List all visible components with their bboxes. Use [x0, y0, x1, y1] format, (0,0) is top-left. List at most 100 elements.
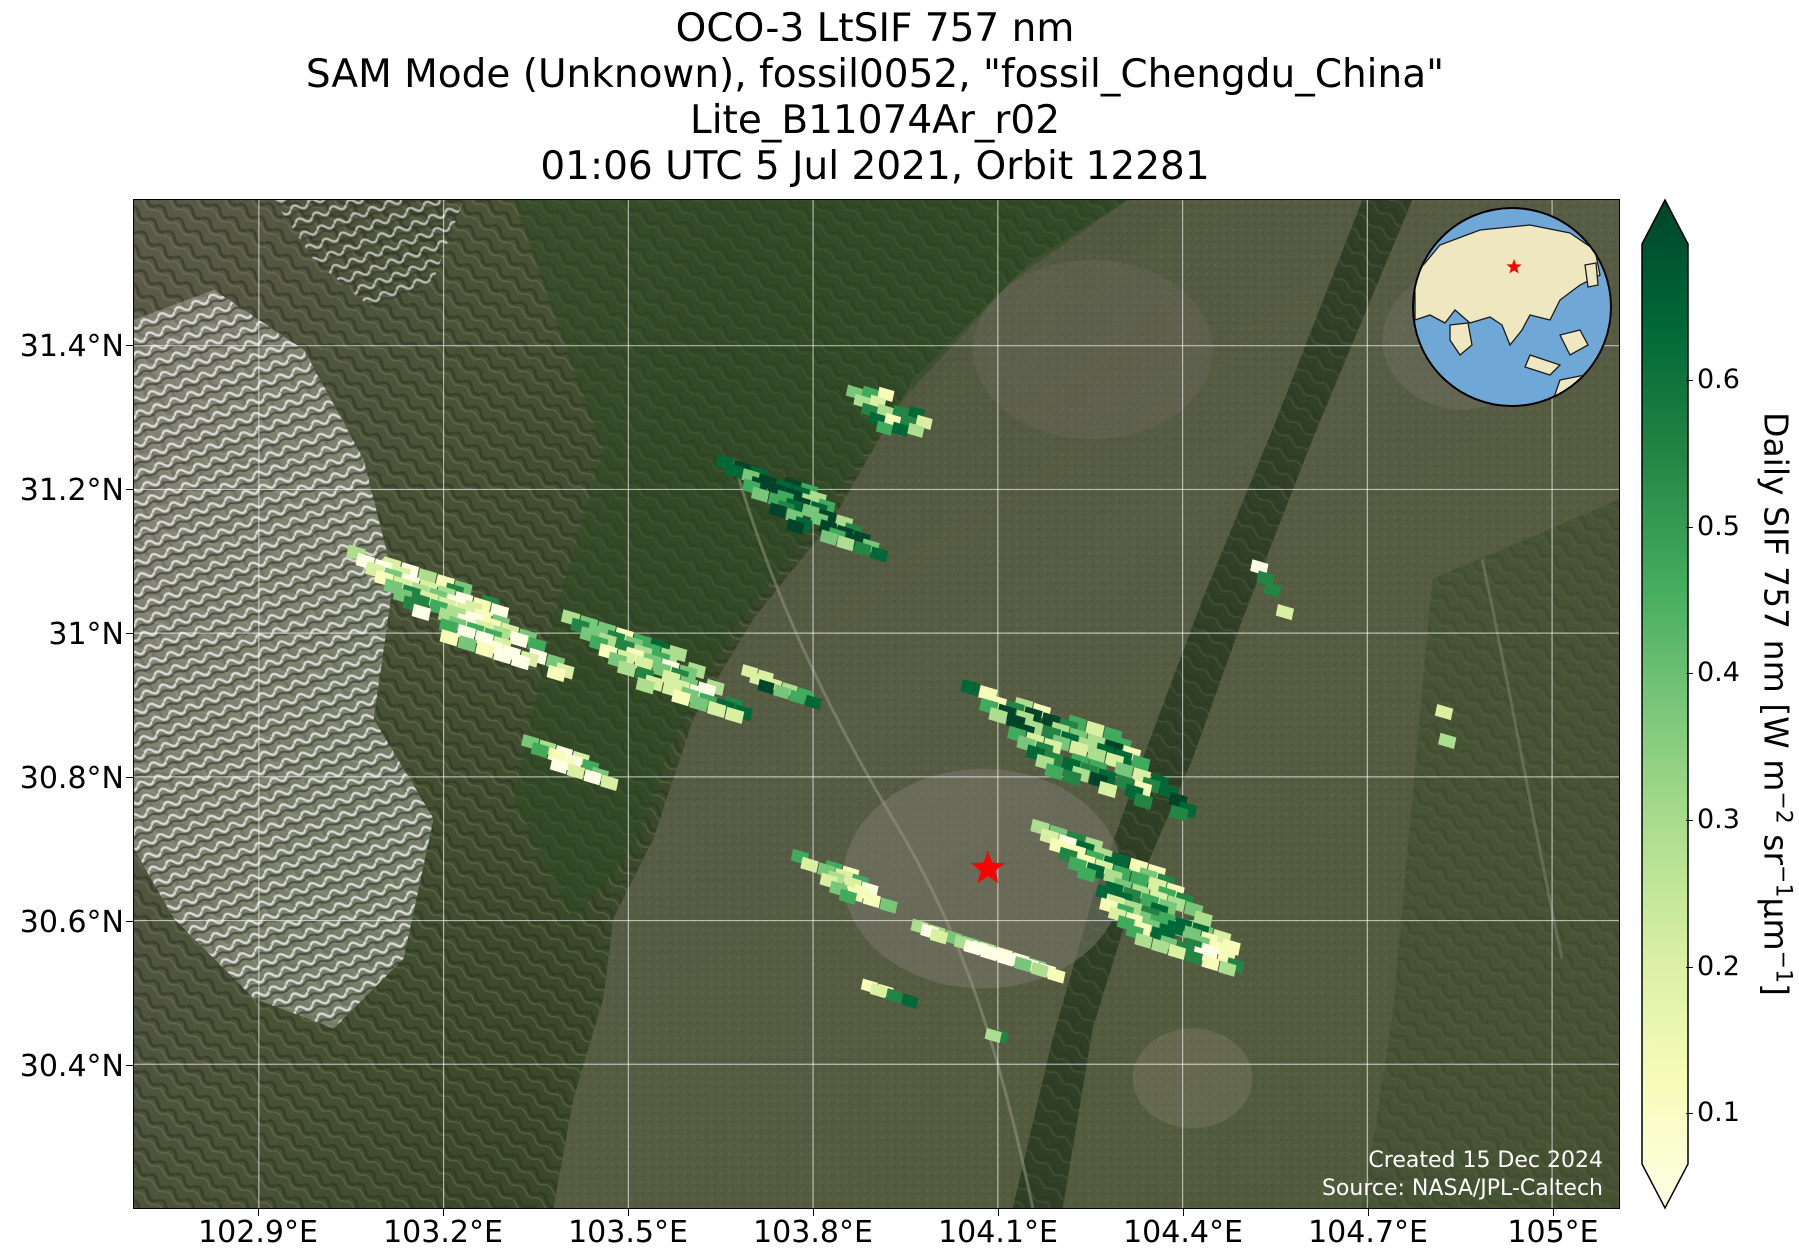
sif-sounding — [1085, 720, 1105, 738]
target-star-icon — [970, 850, 1005, 884]
lon-tick-105-0: 105°E — [1507, 1215, 1599, 1250]
sif-sounding — [788, 689, 807, 705]
sif-sounding — [757, 679, 775, 695]
sif-sounding — [724, 462, 743, 479]
lat-tick-30-6: 30.6°N — [19, 905, 124, 940]
sif-sounding — [546, 664, 567, 683]
sif-sounding — [1250, 559, 1269, 576]
colorbar-tick-0-1: 0.1 — [1697, 1097, 1740, 1128]
colorbar-tick-0-2: 0.2 — [1697, 951, 1740, 982]
sif-sounding — [411, 603, 432, 622]
colorbar-scale — [1641, 198, 1689, 1210]
asia-landmass — [1414, 224, 1601, 347]
sif-sounding — [750, 486, 770, 503]
colorbar — [1641, 198, 1689, 1210]
inset-globe — [1412, 207, 1612, 407]
sif-sounding — [800, 856, 819, 873]
sif-sounding — [1068, 740, 1089, 758]
sif-sounding — [980, 944, 999, 962]
sif-sounding — [1218, 960, 1237, 977]
sif-sounding — [1130, 754, 1151, 772]
sif-sounding — [875, 420, 893, 436]
sif-sounding — [671, 688, 691, 707]
sif-sounding — [530, 741, 550, 759]
sif-sounding — [1262, 581, 1282, 598]
sif-sounding — [885, 988, 903, 1004]
colorbar-tick-0-6: 0.6 — [1697, 364, 1740, 395]
sif-sounding — [549, 757, 569, 775]
sif-sounding — [870, 546, 889, 563]
sif-sounding — [960, 679, 980, 697]
sif-sounding — [1044, 763, 1064, 781]
sif-sounding — [1184, 949, 1203, 966]
sif-sounding — [838, 888, 858, 905]
sif-sounding — [724, 706, 745, 725]
sif-sounding — [891, 421, 909, 437]
sif-sounding — [901, 993, 919, 1009]
title-line-1: OCO-3 LtSIF 757 nm — [675, 6, 1075, 51]
lon-tick-102-9: 102.9°E — [198, 1215, 318, 1250]
sif-sounding — [1076, 865, 1097, 883]
lon-tick-104-1: 104.1°E — [938, 1215, 1058, 1250]
sif-sounding — [1013, 956, 1032, 973]
sif-sounding — [988, 707, 1008, 725]
sif-sounding — [773, 684, 791, 700]
sif-sounding — [1129, 870, 1150, 888]
sif-sounding — [1256, 570, 1275, 587]
sif-sounding — [1134, 932, 1153, 949]
lon-tick-104-4: 104.4°E — [1123, 1215, 1243, 1250]
colorbar-tick-0-4: 0.4 — [1697, 657, 1740, 688]
sif-sounding — [1434, 704, 1454, 721]
colorbar-label: Daily SIF 757 nm [W m−2 sr−1μm−1] — [1756, 412, 1796, 996]
sif-sounding — [819, 529, 839, 546]
lat-tick-31-4: 31.4°N — [19, 329, 124, 364]
sif-sounding — [853, 540, 872, 558]
sif-sounding — [1275, 603, 1295, 621]
sif-sounding — [929, 928, 949, 945]
sif-sounding — [984, 1027, 1002, 1044]
sif-sounding — [768, 502, 787, 519]
sif-sounding — [1151, 938, 1170, 955]
sif-sounding — [786, 518, 805, 535]
sif-sounding — [1113, 761, 1134, 779]
title-line-4: 01:06 UTC 5 Jul 2021, Orbit 12281 — [540, 144, 1210, 189]
sif-sounding — [907, 422, 925, 438]
sif-sounding — [1062, 768, 1082, 787]
map-panel[interactable]: Created 15 Dec 2024 Source: NASA/JPL-Cal… — [133, 199, 1620, 1209]
sif-sounding — [862, 891, 881, 909]
lon-tick-103-2: 103.2°E — [383, 1215, 503, 1250]
sif-sounding — [706, 700, 727, 719]
sif-sounding — [635, 677, 656, 695]
sif-sounding — [1193, 910, 1213, 928]
sif-soundings — [346, 384, 1457, 1044]
sif-sounding — [600, 774, 619, 791]
lat-tick-30-8: 30.8°N — [19, 761, 124, 796]
created-credit: Created 15 Dec 2024 — [1368, 1148, 1603, 1173]
sif-sounding — [996, 950, 1016, 967]
lat-tick-30-4: 30.4°N — [19, 1049, 124, 1084]
lat-tick-31-0: 31°N — [48, 617, 124, 652]
lat-tick-31-2: 31.2°N — [19, 473, 124, 508]
sif-sounding — [804, 694, 822, 711]
sif-sounding — [689, 694, 709, 713]
sif-sounding — [879, 897, 898, 914]
sif-sounding — [566, 763, 585, 780]
sif-sounding — [439, 629, 460, 647]
globe-target-icon — [1506, 259, 1522, 274]
sif-sounding — [869, 982, 887, 999]
sif-sounding — [1097, 780, 1118, 799]
sif-sounding — [583, 769, 602, 786]
title-line-3: Lite_B11074Ar_r02 — [689, 98, 1061, 143]
sif-sounding — [1201, 954, 1220, 972]
sif-sounding — [493, 646, 513, 665]
sif-sounding — [1030, 961, 1049, 978]
satellite-map — [134, 200, 1619, 1208]
sif-sounding — [1167, 943, 1187, 961]
lon-tick-104-7: 104.7°E — [1308, 1215, 1428, 1250]
sif-sounding — [509, 630, 529, 649]
lon-tick-103-5: 103.5°E — [568, 1215, 688, 1250]
sif-sounding — [963, 939, 982, 956]
sif-sounding — [510, 652, 531, 671]
sif-sounding — [475, 641, 495, 659]
sif-sounding — [1438, 732, 1457, 750]
